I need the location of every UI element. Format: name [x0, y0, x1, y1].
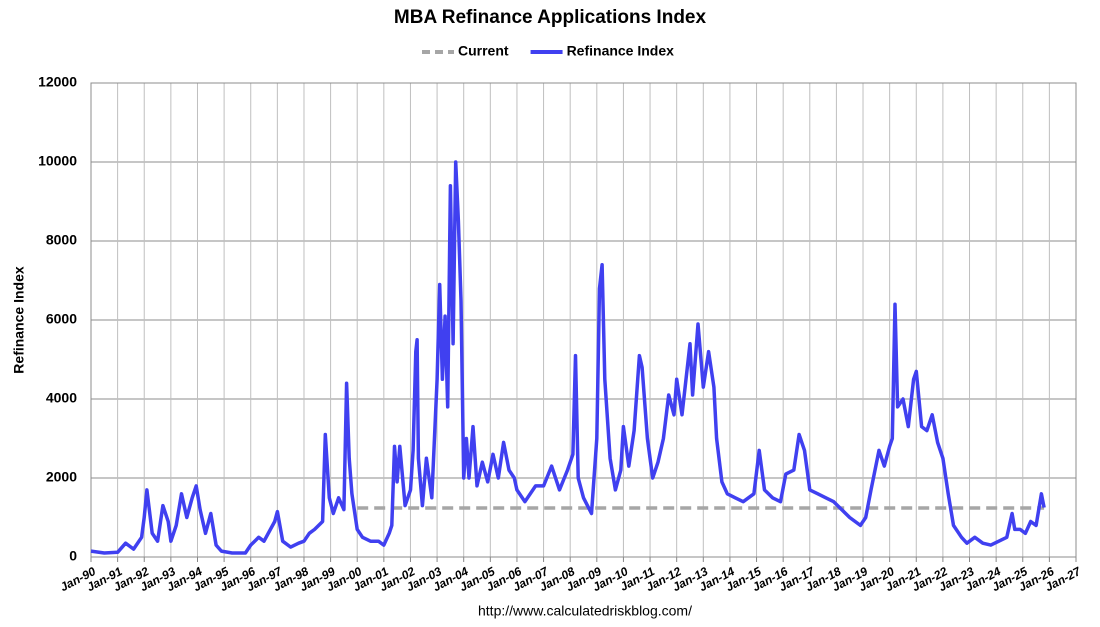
plot-border: [90, 82, 1077, 558]
y-tick-label: 2000: [46, 469, 77, 485]
y-tick-label: 0: [69, 548, 77, 564]
series-line: [90, 160, 1046, 555]
y-tick-label: 4000: [46, 390, 77, 406]
source-text: http://www.calculatedriskblog.com/: [478, 603, 692, 619]
legend-label: Current: [458, 43, 509, 59]
legend-label: Refinance Index: [567, 43, 675, 59]
y-tick-label: 10000: [38, 153, 77, 169]
chart-title: MBA Refinance Applications Index: [394, 7, 707, 28]
y-axis-label: Refinance Index: [11, 266, 27, 374]
y-tick-label: 12000: [38, 74, 77, 90]
y-tick-label: 8000: [46, 232, 77, 248]
y-tick-label: 6000: [46, 311, 77, 327]
